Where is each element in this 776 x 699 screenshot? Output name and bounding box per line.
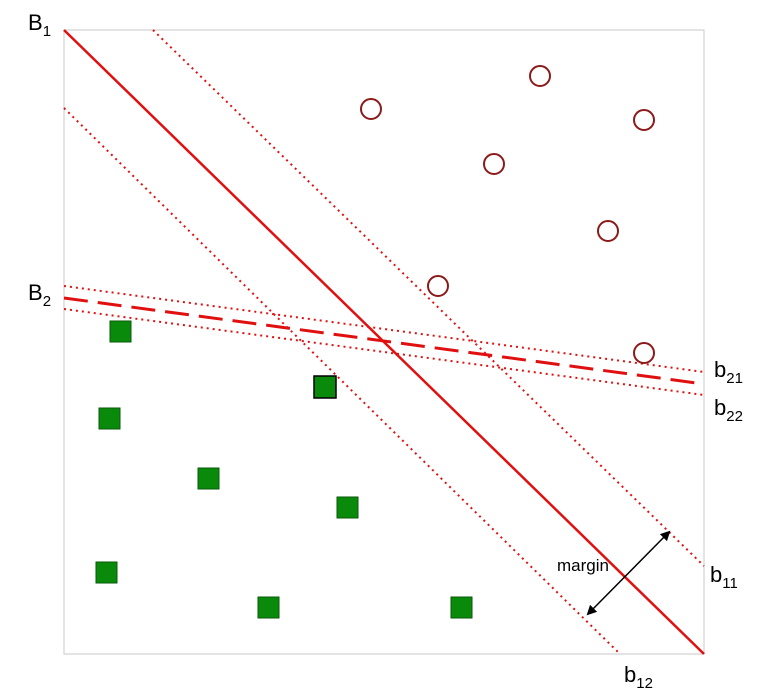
square-point (257, 596, 280, 619)
margin-line-b11 (152, 29, 705, 567)
circle-point (483, 153, 505, 175)
square-point (95, 561, 118, 584)
square-class-points (95, 320, 473, 619)
circle-point (633, 109, 655, 131)
label-b11: b11 (710, 562, 738, 592)
label-b22: b22 (714, 395, 743, 425)
square-point (450, 596, 473, 619)
circle-class-points (360, 65, 655, 364)
margin-line-b12 (63, 107, 621, 655)
decision-boundary-b2 (63, 296, 705, 386)
margin-label: margin (557, 556, 609, 575)
circle-point (633, 342, 655, 364)
square-point (313, 375, 337, 399)
label-b21: b21 (714, 357, 743, 387)
circle-point (360, 98, 382, 120)
label-b2: B2 (28, 280, 51, 310)
circle-point (529, 65, 551, 87)
square-point (336, 496, 359, 519)
label-b1: B1 (28, 10, 51, 40)
margin-line-b22 (63, 308, 705, 396)
plot-frame (63, 29, 705, 655)
circle-point (427, 275, 449, 297)
circle-point (597, 220, 619, 242)
label-b12: b12 (624, 662, 653, 692)
square-point (197, 467, 220, 490)
margin-line-b21 (63, 285, 705, 373)
square-point (98, 407, 121, 430)
margin-arrow (586, 530, 671, 616)
square-point (109, 320, 132, 343)
